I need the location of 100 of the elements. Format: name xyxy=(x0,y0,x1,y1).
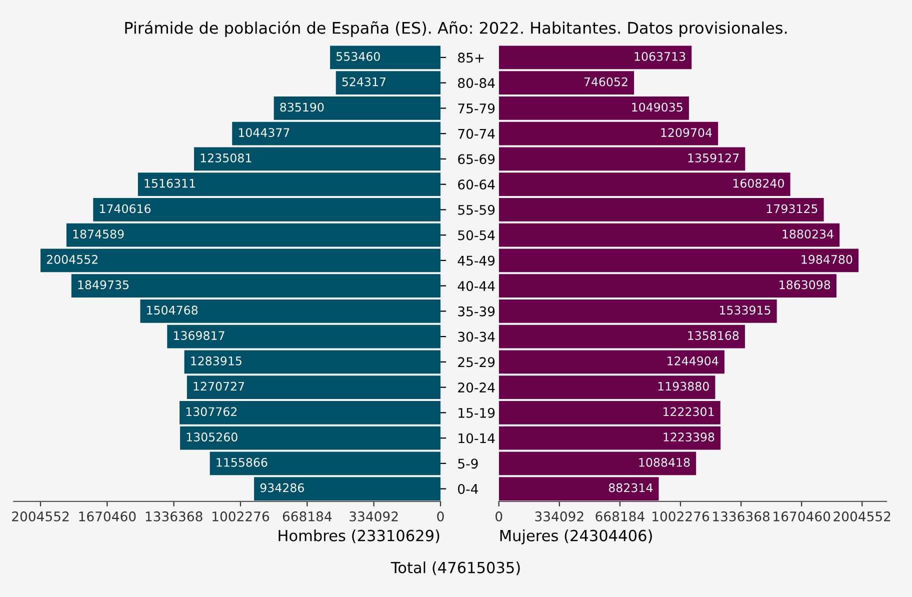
bar xyxy=(184,350,440,374)
x-axis-title: Mujeres (24304406) xyxy=(500,530,652,544)
y-tick-label: 45-49 xyxy=(458,256,495,266)
bar xyxy=(254,477,440,500)
bar xyxy=(498,401,720,424)
bar xyxy=(330,46,440,70)
y-tick-label: 75-79 xyxy=(458,103,495,114)
data-label: 1863098 xyxy=(780,280,830,290)
data-label: 1307762 xyxy=(186,407,236,416)
bar xyxy=(498,223,840,247)
data-label: 1608240 xyxy=(733,178,784,188)
x-tick-label: 334092 xyxy=(535,511,584,522)
data-label: 934286 xyxy=(260,483,304,492)
bar xyxy=(138,172,440,196)
bar xyxy=(498,71,634,95)
data-label: 2004552 xyxy=(46,254,98,264)
data-label: 1193880 xyxy=(658,382,709,391)
bar xyxy=(167,324,440,348)
data-label: 1849735 xyxy=(78,280,128,290)
bar xyxy=(498,147,746,171)
bar xyxy=(498,324,745,348)
x-tick-label: 668184 xyxy=(282,511,332,522)
y-tick-label: 70-74 xyxy=(458,128,495,139)
y-tick-label: 80-84 xyxy=(458,78,495,88)
data-label: 1533915 xyxy=(720,306,770,315)
data-label: 1793125 xyxy=(766,204,818,214)
data-label: 1049035 xyxy=(632,102,682,112)
bar xyxy=(93,198,440,222)
data-label: 1222301 xyxy=(664,407,714,416)
bar xyxy=(336,71,440,95)
data-label: 746052 xyxy=(584,77,628,86)
data-label: 553460 xyxy=(336,52,380,61)
bar xyxy=(274,96,440,120)
data-label: 882314 xyxy=(608,483,653,492)
data-label: 1369817 xyxy=(174,331,224,340)
x-tick-label: 1336368 xyxy=(146,511,202,522)
bar xyxy=(498,122,718,146)
x-tick-label: 0 xyxy=(437,511,444,522)
data-label: 1880234 xyxy=(782,230,834,238)
bar xyxy=(498,198,824,222)
data-label: 1305260 xyxy=(186,432,238,442)
x-tick-label: 1002276 xyxy=(652,511,710,522)
bar xyxy=(498,172,790,196)
data-label: 835190 xyxy=(280,102,324,112)
y-tick-label: 15-19 xyxy=(458,408,495,418)
y-tick-label: 5-9 xyxy=(458,458,478,469)
x-tick-label: 668184 xyxy=(596,511,644,522)
x-tick-label: 1670460 xyxy=(79,511,136,522)
bar xyxy=(40,248,440,272)
data-label: 1235081 xyxy=(200,153,252,162)
bar xyxy=(498,96,689,120)
data-label: 1984780 xyxy=(802,254,852,264)
data-label: 1874589 xyxy=(73,230,124,238)
x-tick-label: 1336368 xyxy=(713,511,770,522)
bar xyxy=(498,376,716,399)
x-tick-label: 2004552 xyxy=(834,511,890,522)
data-label: 1223398 xyxy=(664,432,714,442)
bar xyxy=(498,274,836,298)
bar xyxy=(498,426,721,450)
bar xyxy=(186,376,440,399)
y-tick-label: 40-44 xyxy=(458,281,495,292)
x-tick-label: 334092 xyxy=(350,511,398,522)
chart-title: Pirámide de población de España (ES). Año: 2022. Habitantes. Datos provisionales. xyxy=(125,20,787,37)
data-label: 1244904 xyxy=(668,356,718,366)
y-tick-label: 55-59 xyxy=(458,204,495,215)
data-label: 1359127 xyxy=(688,153,739,162)
y-tick-label: 60-64 xyxy=(458,180,495,190)
x-tick-label: 1670460 xyxy=(774,511,830,522)
y-tick-label: 85+ xyxy=(458,52,484,63)
y-tick-label: 50-54 xyxy=(458,230,495,240)
bar xyxy=(498,350,724,374)
bar xyxy=(71,274,440,298)
x-tick-label: 2004552 xyxy=(12,511,69,522)
data-label: 524317 xyxy=(342,77,386,86)
text: Total (47615035) xyxy=(390,562,520,576)
y-tick-label: 10-14 xyxy=(458,433,495,444)
data-label: 1270727 xyxy=(194,382,244,391)
bar xyxy=(194,147,440,171)
bar xyxy=(498,452,696,476)
y-tick-label: 30-34 xyxy=(458,332,495,342)
bar xyxy=(498,300,777,323)
bar xyxy=(210,452,440,476)
y-tick-label: 25-29 xyxy=(458,357,495,368)
y-tick-label: 35-39 xyxy=(458,306,495,316)
bar xyxy=(140,300,440,323)
y-tick-label: 65-69 xyxy=(458,154,495,164)
data-label: 1740616 xyxy=(100,204,151,214)
data-label: 1209704 xyxy=(661,128,712,138)
bar xyxy=(180,401,440,424)
bar xyxy=(498,477,659,500)
data-label: 1358168 xyxy=(688,331,739,340)
data-label: 1044377 xyxy=(238,128,290,138)
data-label: 1088418 xyxy=(639,458,690,467)
bar xyxy=(180,426,440,450)
data-label: 1155866 xyxy=(216,458,268,467)
x-axis-title: Hombres (23310629) xyxy=(278,530,440,544)
bar xyxy=(498,248,859,272)
bar xyxy=(498,46,692,70)
data-label: 1283915 xyxy=(191,356,242,366)
x-tick-label: 0 xyxy=(496,511,502,522)
